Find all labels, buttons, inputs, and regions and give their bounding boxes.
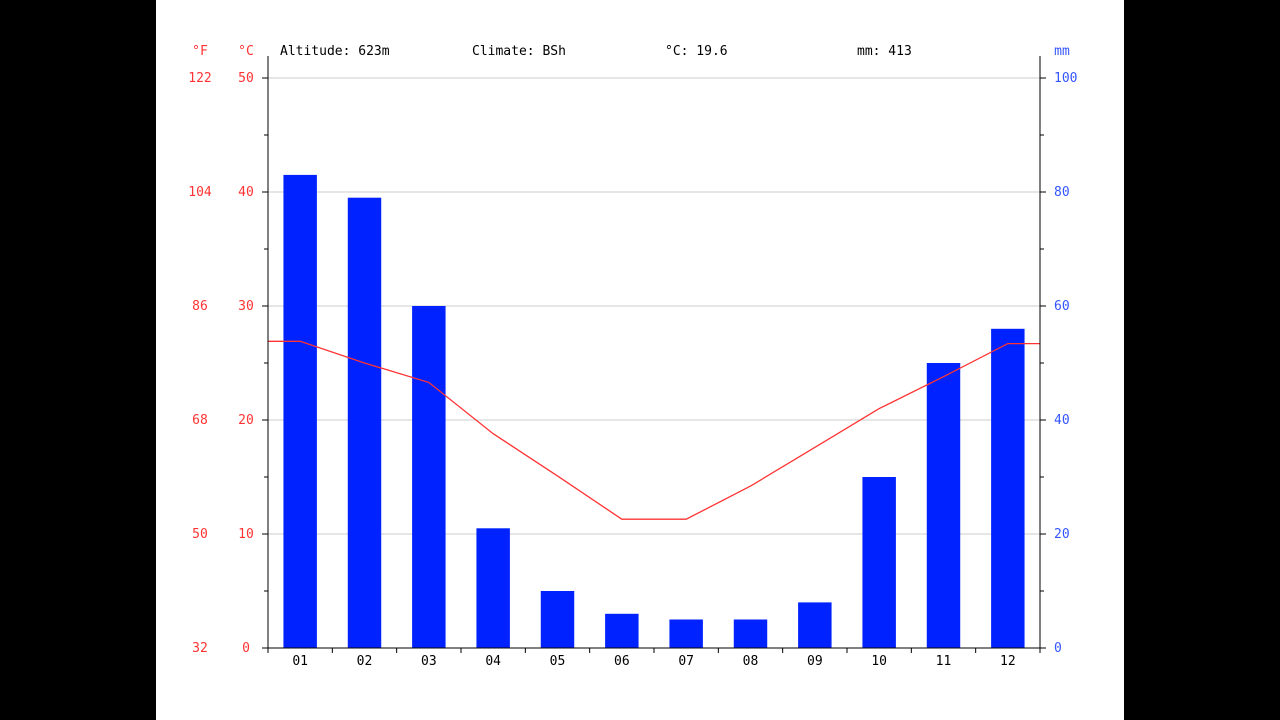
month-tick-label: 04 <box>485 654 501 669</box>
climate-label: Climate: BSh <box>472 44 566 59</box>
precipitation-bar <box>669 619 703 648</box>
precipitation-bar <box>347 197 382 648</box>
gridlines <box>268 77 1040 535</box>
fahrenheit-unit-label: °F <box>192 44 208 59</box>
month-tick-label: 03 <box>421 654 437 669</box>
month-tick-label: 08 <box>743 654 759 669</box>
axes <box>262 56 1046 653</box>
celsius-unit-label: °C <box>238 44 254 59</box>
mm-tick-label: 100 <box>1054 71 1077 86</box>
month-tick-label: 05 <box>550 654 566 669</box>
precipitation-bar <box>412 306 446 648</box>
celsius-tick-label: 20 <box>238 413 254 428</box>
month-tick-label: 07 <box>678 654 694 669</box>
month-tick-label: 06 <box>614 654 630 669</box>
fahrenheit-tick-label: 122 <box>188 71 211 86</box>
temperature-line <box>268 340 1040 520</box>
fahrenheit-tick-label: 68 <box>192 413 208 428</box>
mm-tick-label: 60 <box>1054 299 1070 314</box>
month-tick-label: 02 <box>357 654 373 669</box>
celsius-tick-label: 30 <box>238 299 254 314</box>
mm-unit-label: mm <box>1054 44 1070 59</box>
mm-tick-label: 80 <box>1054 185 1070 200</box>
month-tick-label: 10 <box>871 654 887 669</box>
altitude-label: Altitude: 623m <box>280 44 390 59</box>
precipitation-bar <box>605 613 639 648</box>
mm-tick-label: 0 <box>1054 641 1062 656</box>
precipitation-bar <box>540 591 575 648</box>
fahrenheit-tick-label: 104 <box>188 185 212 200</box>
total-precipitation-label: mm: 413 <box>857 44 912 59</box>
precipitation-bar <box>733 619 768 648</box>
precipitation-bar <box>283 174 317 648</box>
celsius-tick-label: 0 <box>242 641 250 656</box>
celsius-tick-label: 50 <box>238 71 254 86</box>
mm-tick-label: 20 <box>1054 527 1070 542</box>
precipitation-bars <box>283 174 1025 648</box>
climate-chart-canvas: 0 10 20 30 40 50 32 50 68 86 104 122 0 20 40 60 80 100 01 0… <box>156 0 1124 720</box>
month-tick-label: 11 <box>936 654 952 669</box>
temperature-line-group <box>268 340 1040 520</box>
mean-temperature-label: °C: 19.6 <box>665 44 728 59</box>
fahrenheit-tick-label: 86 <box>192 299 208 314</box>
precipitation-bar <box>862 477 896 648</box>
precipitation-bar <box>926 363 961 648</box>
month-tick-label: 09 <box>807 654 823 669</box>
celsius-tick-label: 10 <box>238 527 254 542</box>
precipitation-bar <box>476 528 510 648</box>
celsius-tick-label: 40 <box>238 185 254 200</box>
precipitation-bar <box>991 328 1025 648</box>
fahrenheit-tick-label: 50 <box>192 527 208 542</box>
mm-tick-label: 40 <box>1054 413 1070 428</box>
fahrenheit-tick-label: 32 <box>192 641 208 656</box>
month-tick-label: 01 <box>292 654 308 669</box>
precipitation-bar <box>798 602 832 648</box>
month-tick-label: 12 <box>1000 654 1016 669</box>
